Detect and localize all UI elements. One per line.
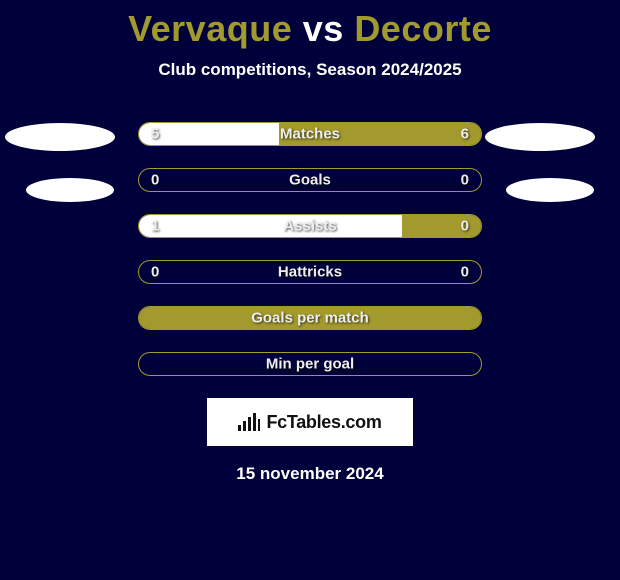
player-marker-ellipse [26, 178, 114, 202]
bar-left [139, 215, 402, 237]
player-marker-ellipse [506, 178, 594, 202]
bar-chart-icon [238, 413, 260, 431]
stat-row: 0 Goals 0 [138, 168, 482, 192]
badge-text: FcTables.com [266, 412, 381, 433]
stat-label: Assists [283, 218, 336, 235]
player-marker-ellipse [5, 123, 115, 151]
bar-right [402, 215, 481, 237]
bar-left [139, 123, 279, 145]
player2-name: Decorte [354, 8, 492, 49]
stat-value-left: 5 [151, 126, 159, 143]
player-marker-ellipse [485, 123, 595, 151]
date-label: 15 november 2024 [0, 464, 620, 484]
stat-value-right: 0 [461, 218, 469, 235]
fctables-badge: FcTables.com [207, 398, 413, 446]
stats-chart: 5 Matches 6 0 Goals 0 1 Assists 0 0 Hattricks 0 Goal… [0, 122, 620, 376]
stat-label: Goals [289, 172, 331, 189]
stat-label: Goals per match [251, 310, 369, 327]
stat-value-left: 0 [151, 172, 159, 189]
stat-row: 1 Assists 0 [138, 214, 482, 238]
stat-value-left: 1 [151, 218, 159, 235]
vs-label: vs [303, 8, 344, 49]
comparison-title: Vervaque vs Decorte [0, 0, 620, 50]
stat-value-right: 0 [461, 172, 469, 189]
stat-row: Min per goal [138, 352, 482, 376]
subtitle: Club competitions, Season 2024/2025 [0, 60, 620, 80]
stat-value-right: 6 [461, 126, 469, 143]
stat-value-left: 0 [151, 264, 159, 281]
stat-row: 5 Matches 6 [138, 122, 482, 146]
stat-label: Matches [280, 126, 340, 143]
stat-label: Hattricks [278, 264, 342, 281]
stat-value-right: 0 [461, 264, 469, 281]
player1-name: Vervaque [128, 8, 292, 49]
stat-label: Min per goal [266, 356, 354, 373]
stat-row: Goals per match [138, 306, 482, 330]
stat-row: 0 Hattricks 0 [138, 260, 482, 284]
